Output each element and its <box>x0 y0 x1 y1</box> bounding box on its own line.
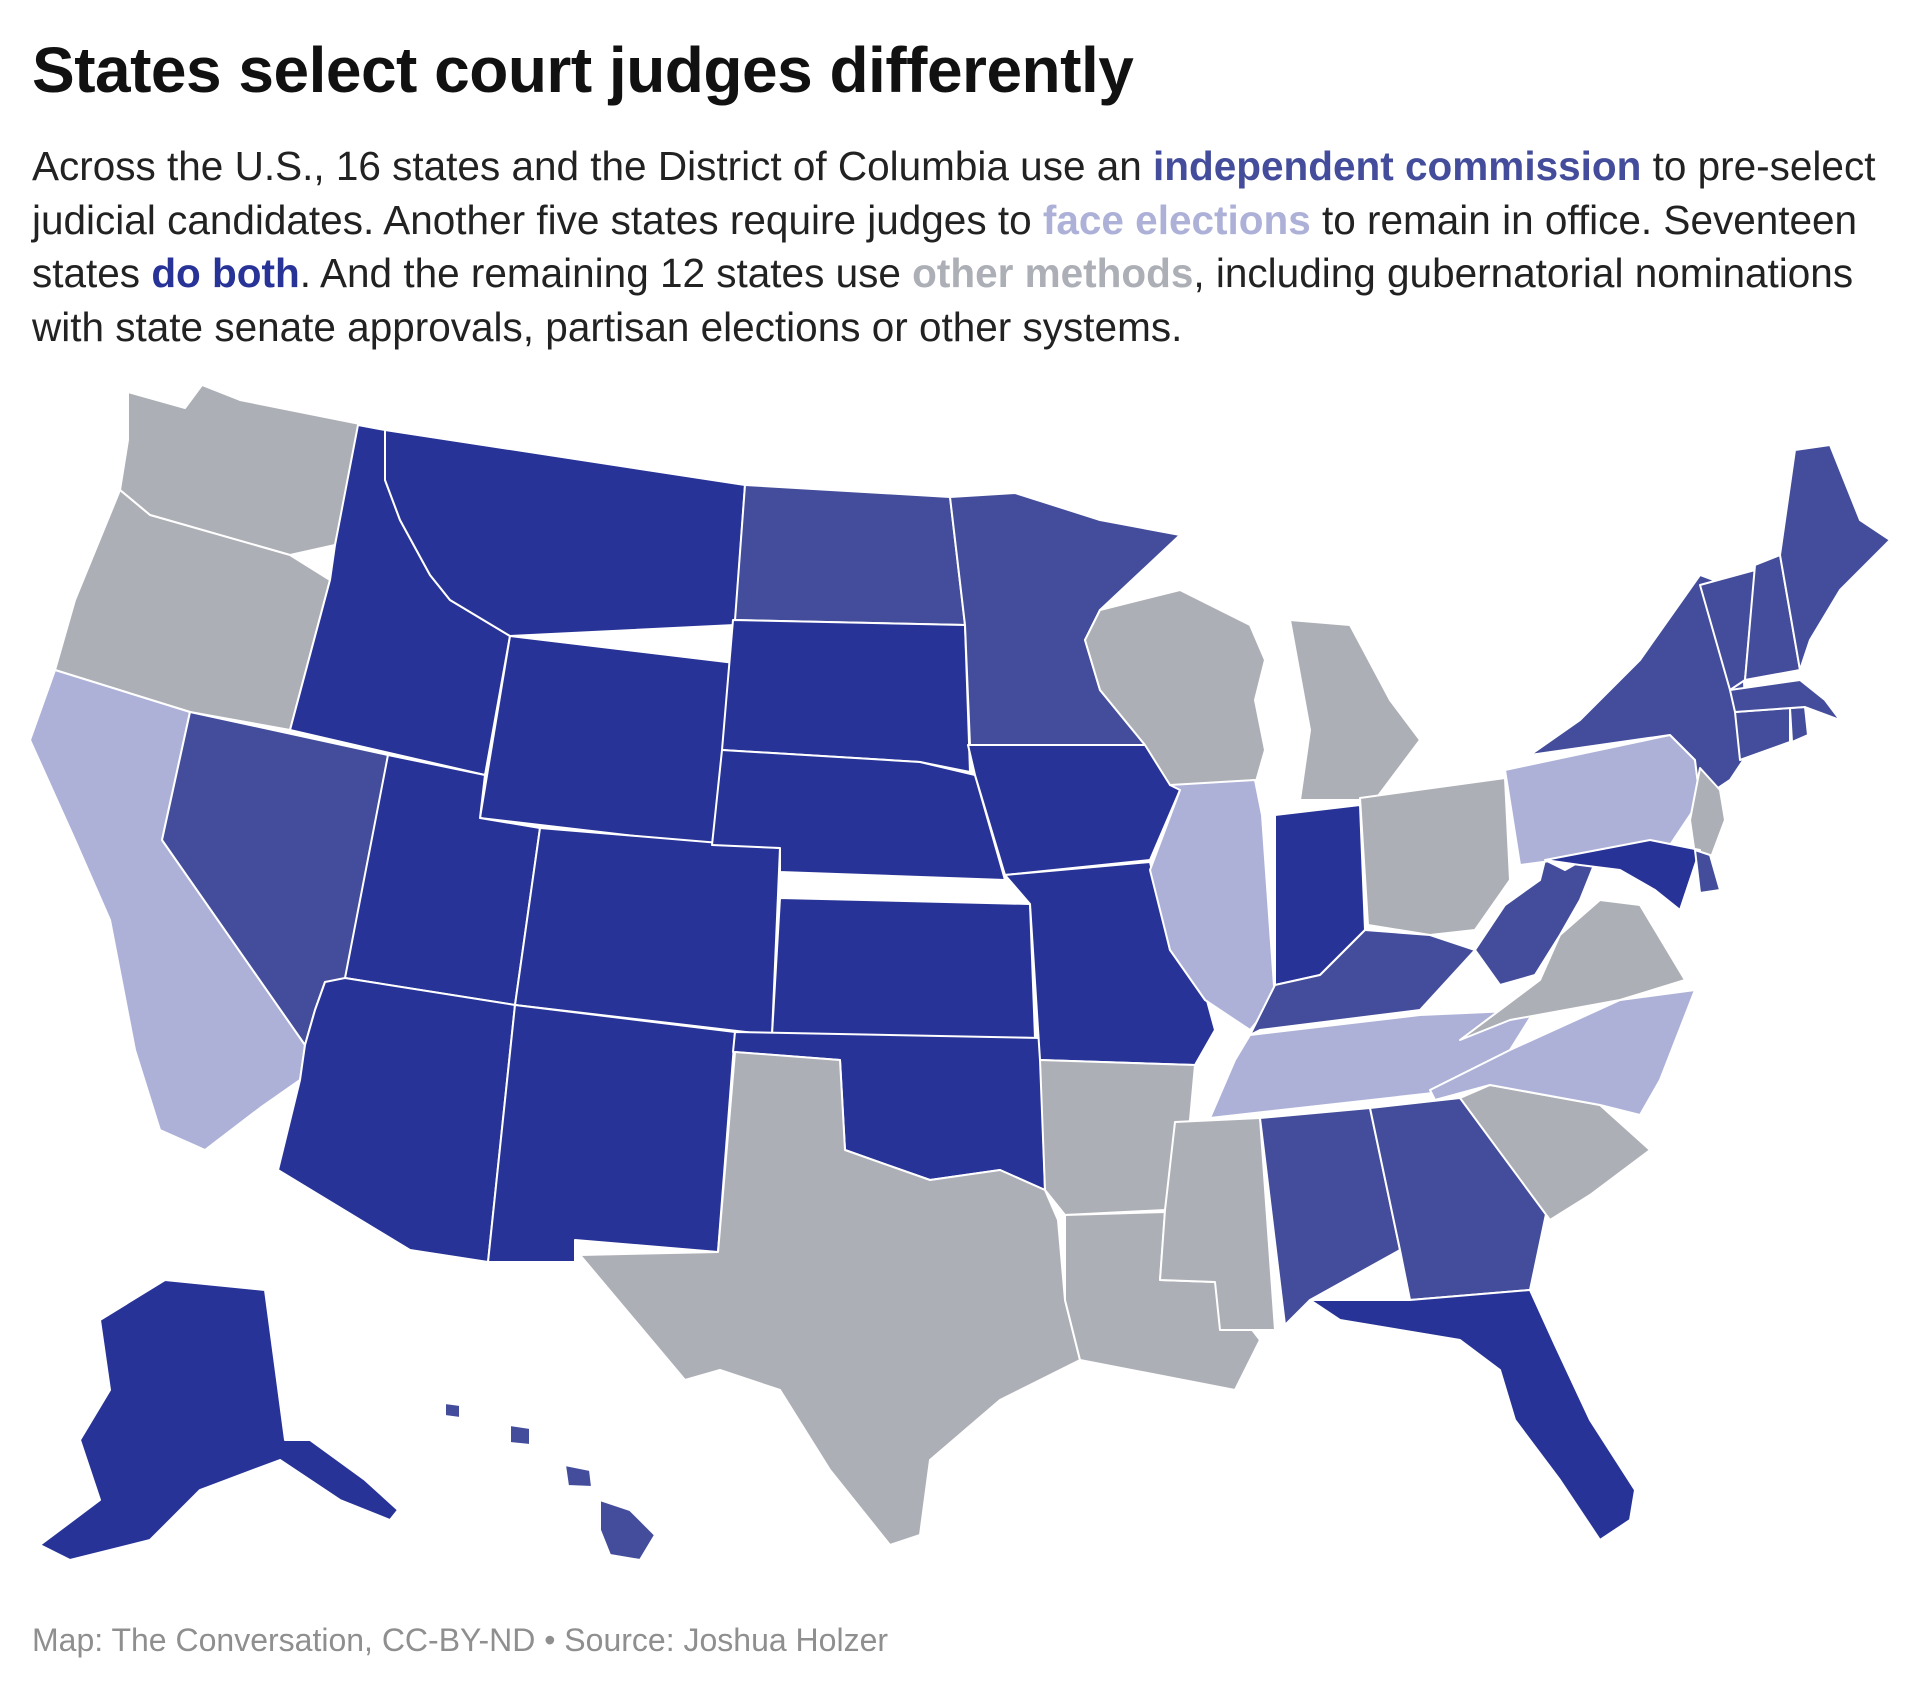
intro-text-5: , including gubernatorial nominations wi… <box>32 250 1854 350</box>
intro-text-1: Across the U.S., 16 states and the Distr… <box>32 143 1154 189</box>
state-NM <box>487 1004 736 1263</box>
intro-text-2: to pre-select judicial candidates. Anoth… <box>32 143 1876 243</box>
state-WY <box>479 635 736 846</box>
state-CT <box>1734 707 1791 761</box>
state-ME <box>1779 444 1891 671</box>
state-WI <box>1084 589 1266 786</box>
state-KS <box>771 897 1036 1039</box>
legend-do-both: do both <box>151 250 300 296</box>
state-OH <box>1359 777 1511 936</box>
intro-text-4: . And the remaining 12 states use <box>299 250 913 296</box>
intro-text-3: to remain in office. Seventeen states <box>32 196 1858 297</box>
state-AZ <box>277 977 516 1263</box>
state-AL <box>1259 1107 1401 1326</box>
state-FL <box>1309 1289 1636 1541</box>
state-CO <box>514 827 781 1036</box>
state-MA <box>1729 679 1841 721</box>
state-HI <box>599 1499 656 1561</box>
state-MI <box>1289 619 1421 801</box>
state-HI-maui <box>564 1464 593 1488</box>
page-title: States select court judges differently <box>32 34 1134 106</box>
legend-independent-commission: independent commission <box>1153 143 1642 189</box>
state-RI <box>1789 706 1809 743</box>
state-HI-oahu <box>509 1424 531 1446</box>
state-MD <box>1544 839 1701 911</box>
state-SD <box>721 619 971 773</box>
state-MS <box>1159 1117 1276 1331</box>
state-TX <box>579 1051 1081 1546</box>
state-ND <box>734 484 966 626</box>
state-NE <box>711 749 1006 881</box>
state-IL <box>1149 779 1276 1031</box>
state-HI-kauai <box>444 1402 461 1419</box>
legend-face-elections: face elections <box>1042 196 1311 243</box>
state-NC <box>1429 989 1696 1116</box>
state-VA <box>1459 899 1686 1041</box>
source-caption: Map: The Conversation, CC-BY-ND • Source… <box>32 1622 889 1658</box>
state-DE <box>1694 849 1721 894</box>
intro-paragraph: Across the U.S., 16 states and the Distr… <box>32 140 1902 354</box>
state-IA <box>967 744 1181 876</box>
state-AK <box>39 1279 399 1561</box>
legend-other-methods: other methods <box>912 250 1194 296</box>
